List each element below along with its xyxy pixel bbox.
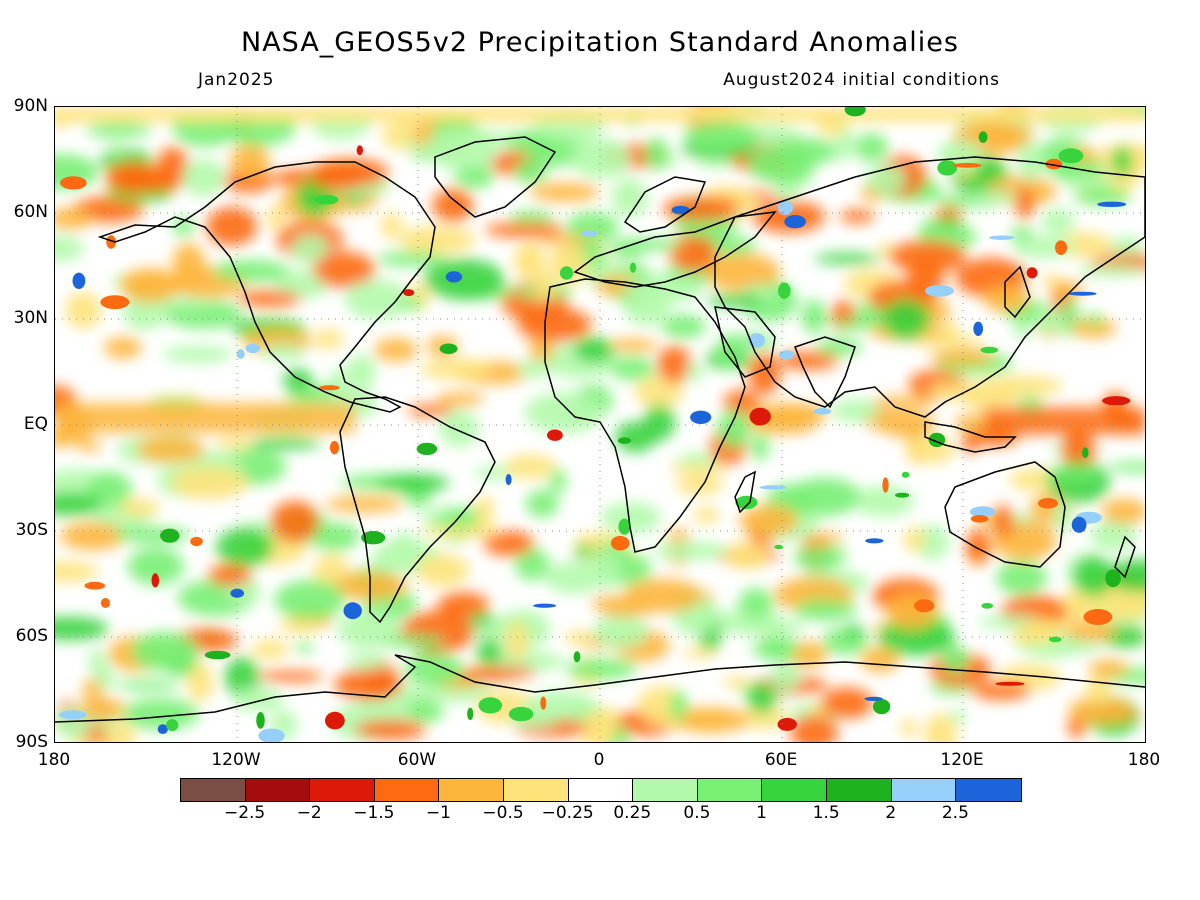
- colorbar-tick-label: −2.5: [223, 803, 266, 823]
- colorbar-tick-label: 2.5: [941, 803, 969, 823]
- colorbar-swatch: [633, 779, 698, 801]
- lat-label-90n: 90N: [13, 96, 48, 116]
- colorbar-swatch: [762, 779, 827, 801]
- initial-conditions-label: August2024 initial conditions: [723, 70, 1000, 90]
- colorbar-swatch: [956, 779, 1021, 801]
- lat-label-30n: 30N: [13, 308, 48, 328]
- colorbar-swatch: [568, 779, 634, 801]
- lon-label-60w: 60W: [397, 750, 437, 770]
- chart-title: NASA_GEOS5v2 Precipitation Standard Anom…: [241, 27, 959, 58]
- colorbar-tick-label: 0.25: [613, 803, 652, 823]
- coastlines: [55, 136, 1145, 723]
- colorbar-tick-label: 1.5: [812, 803, 840, 823]
- colorbar-swatch: [891, 779, 957, 801]
- colorbar-tick-label: −2: [296, 803, 322, 823]
- lon-label-60e: 60E: [764, 750, 798, 770]
- lon-label-180e: 180: [1127, 750, 1161, 770]
- colorbar-tick-label: 1: [756, 803, 767, 823]
- colorbar-tick-label: −0.25: [541, 803, 594, 823]
- colorbar-tick-label: 2: [885, 803, 897, 823]
- colorbar-swatch: [826, 779, 892, 801]
- colorbar-swatch: [697, 779, 763, 801]
- colorbar-swatch: [374, 779, 440, 801]
- lat-label-60s: 60S: [15, 626, 48, 646]
- lat-label-eq: EQ: [23, 414, 48, 434]
- colorbar: [180, 778, 1022, 802]
- colorbar-tick-label: −0.5: [482, 803, 524, 823]
- colorbar-tick-label: 0.5: [683, 803, 711, 823]
- lat-label-90s: 90S: [15, 732, 48, 752]
- colorbar-tick-label: −1: [425, 803, 451, 823]
- lon-label-0: 0: [593, 750, 605, 770]
- world-map: [54, 106, 1146, 743]
- colorbar-swatch: [245, 779, 311, 801]
- colorbar-tick-label: −1.5: [353, 803, 395, 823]
- anomaly-field: [55, 107, 1145, 742]
- colorbar-swatch: [181, 779, 246, 801]
- colorbar-swatch: [503, 779, 569, 801]
- forecast-month: Jan2025: [198, 70, 275, 90]
- lon-label-120e: 120E: [940, 750, 984, 770]
- lon-label-120w: 120W: [211, 750, 261, 770]
- colorbar-swatch: [439, 779, 504, 801]
- lat-label-60n: 60N: [13, 202, 48, 222]
- lat-label-30s: 30S: [15, 520, 48, 540]
- lon-label-180w: 180: [37, 750, 71, 770]
- colorbar-swatch: [310, 779, 375, 801]
